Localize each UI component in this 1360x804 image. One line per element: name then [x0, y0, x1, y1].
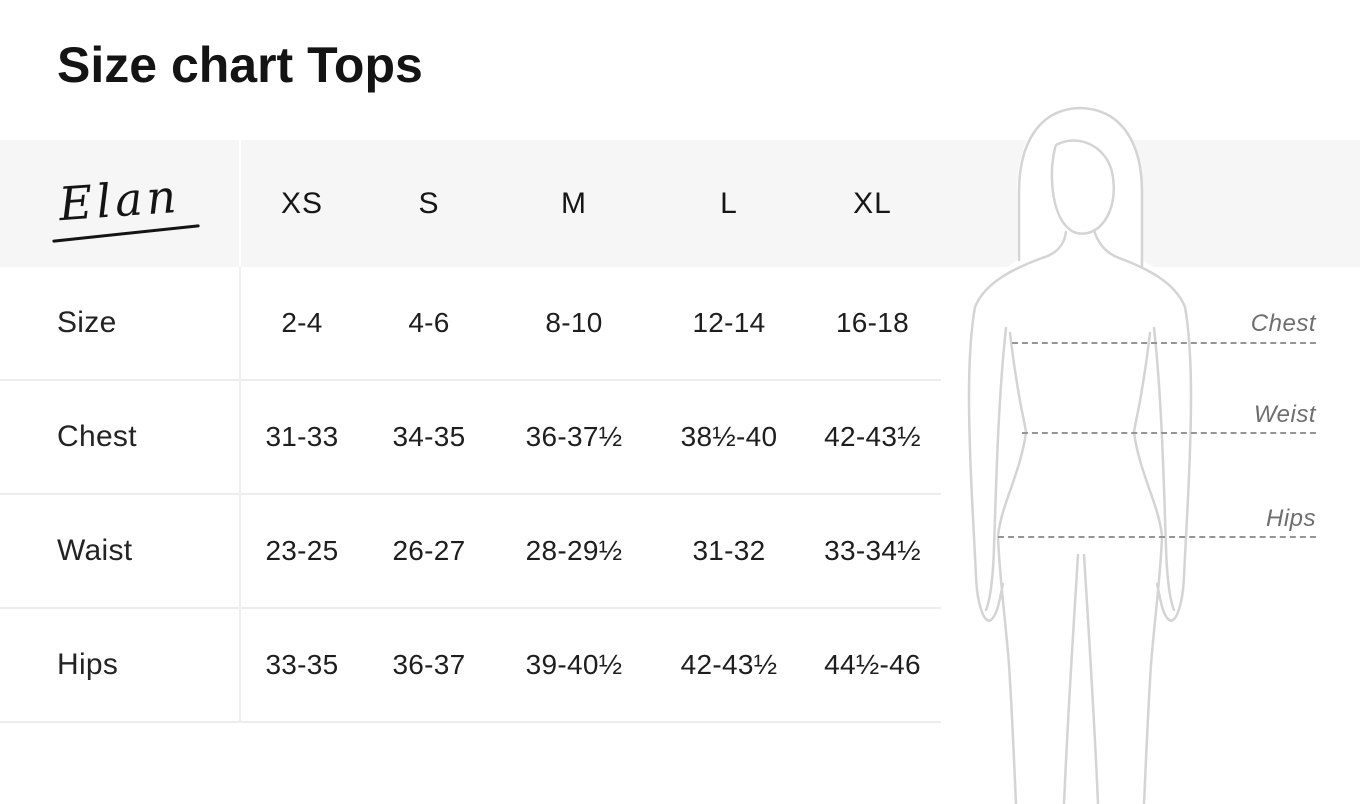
hips-measurement-label: Hips [1265, 505, 1316, 532]
figure-right-arm-outline [1092, 228, 1193, 622]
figure-face-outline [1050, 139, 1115, 235]
column-divider-body [239, 267, 241, 723]
column-header-xl: XL [853, 186, 892, 220]
hips-l-value: 42-43½ [654, 609, 804, 723]
waist-xl-value: 33-34½ [804, 495, 941, 609]
column-header-m: M [561, 186, 587, 220]
size-chart-table: Elan XS S M L XL Size 2-4 4-6 8-10 12-14… [0, 140, 941, 723]
figure-left-arm-outline [967, 230, 1068, 622]
row-label-size: Size [0, 267, 240, 381]
figure-hair-outline [1017, 106, 1144, 268]
hips-xs-value: 33-35 [240, 609, 364, 723]
figure-body-mask [970, 106, 1190, 340]
column-header-xs: XS [280, 186, 324, 220]
figure-right-inner-arm [1152, 326, 1176, 612]
row-label-hips: Hips [0, 609, 240, 723]
row-label-waist: Waist [0, 495, 240, 609]
female-body-outline-figure [967, 106, 1193, 804]
hips-xl-value: 44½-46 [804, 609, 941, 723]
chest-s-value: 34-35 [364, 381, 494, 495]
figure-left-inner-leg [1062, 553, 1080, 804]
waist-m-value: 28-29½ [494, 495, 654, 609]
figure-right-inner-leg [1082, 553, 1100, 804]
waist-l-value: 31-32 [654, 495, 804, 609]
size-m-value: 8-10 [494, 267, 654, 381]
row-label-chest: Chest [0, 381, 240, 495]
chest-m-value: 36-37½ [494, 381, 654, 495]
waist-xs-value: 23-25 [240, 495, 364, 609]
hips-measurement-line [998, 536, 1316, 538]
brand-logo-text: Elan [57, 168, 183, 231]
chest-xs-value: 31-33 [240, 381, 364, 495]
column-divider-header [239, 140, 241, 267]
waist-measurement-label: Weist [1253, 401, 1316, 428]
waist-s-value: 26-27 [364, 495, 494, 609]
chest-xl-value: 42-43½ [804, 381, 941, 495]
column-header-s: S [418, 186, 440, 220]
hips-s-value: 36-37 [364, 609, 494, 723]
size-s-value: 4-6 [364, 267, 494, 381]
size-xl-value: 16-18 [804, 267, 941, 381]
chest-measurement-label: Chest [1250, 310, 1316, 337]
chest-l-value: 38½-40 [654, 381, 804, 495]
size-xs-value: 2-4 [240, 267, 364, 381]
figure-left-torso-leg [996, 331, 1028, 804]
page-title: Size chart Tops [57, 37, 423, 93]
column-header-l: L [720, 186, 738, 220]
brand-logo: Elan [0, 140, 240, 267]
hips-m-value: 39-40½ [494, 609, 654, 723]
waist-measurement-line [1022, 432, 1316, 434]
chest-measurement-line [1012, 342, 1316, 344]
figure-left-inner-arm [984, 326, 1008, 612]
size-l-value: 12-14 [654, 267, 804, 381]
